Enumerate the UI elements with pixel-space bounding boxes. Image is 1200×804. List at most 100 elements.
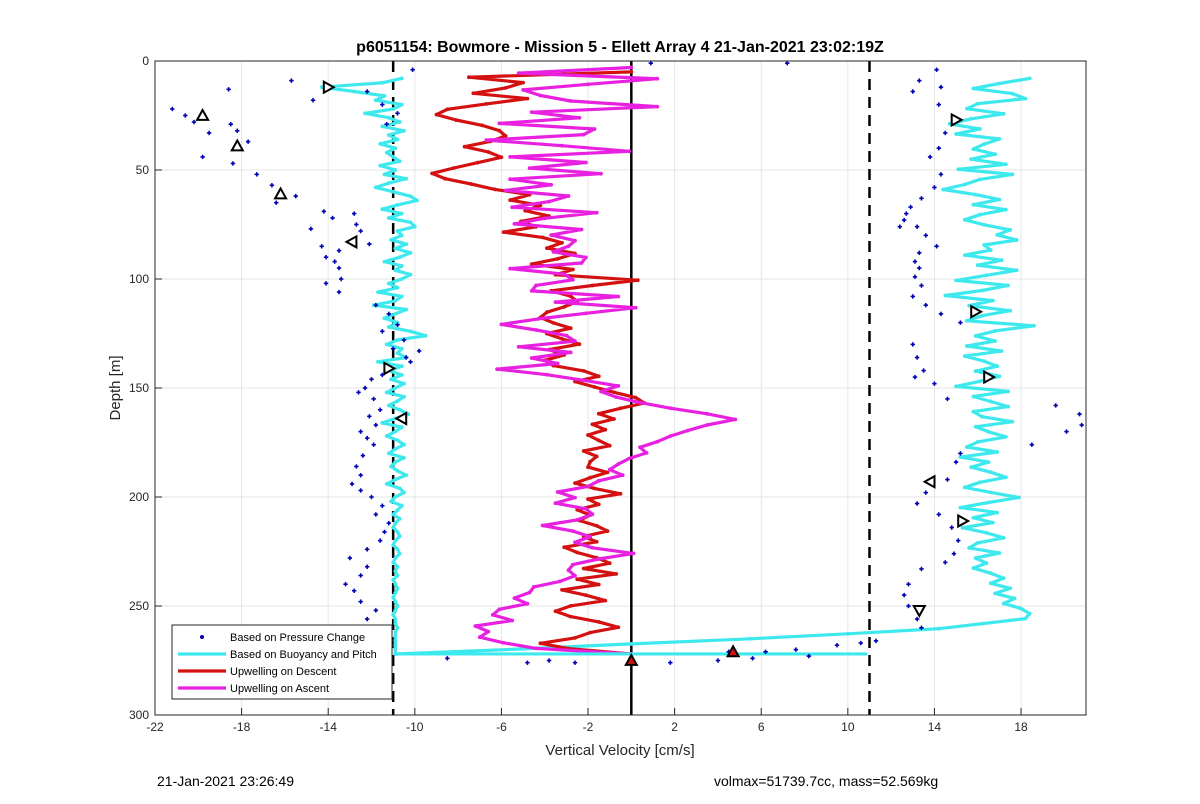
upwelling-on-ascent-vertex [499, 322, 504, 327]
based-on-buoyancy-and-pitch-descent-vertex [395, 547, 400, 552]
based-on-buoyancy-and-pitch-ascent-vertex [1012, 596, 1017, 601]
upwelling-on-descent-vertex [590, 283, 595, 288]
upwelling-on-ascent-vertex [484, 138, 489, 143]
upwelling-on-ascent-vertex [571, 562, 575, 567]
upwelling-on-descent-vertex [618, 406, 623, 411]
upwelling-on-ascent-vertex [510, 205, 515, 210]
pressure-change-point [904, 211, 909, 216]
legend: Based on Pressure Change Based on Buoyanc… [171, 624, 393, 700]
upwelling-on-ascent-vertex [575, 518, 580, 522]
pressure-change-point [170, 106, 175, 112]
based-on-buoyancy-and-pitch-ascent-vertex [982, 142, 987, 147]
upwelling-on-descent-vertex [592, 486, 597, 491]
based-on-buoyancy-and-pitch-ascent-vertex [971, 86, 976, 91]
upwelling-on-ascent-vertex [534, 328, 538, 332]
based-on-buoyancy-and-pitch-descent-vertex [380, 207, 385, 212]
pressure-change-point [546, 658, 552, 663]
upwelling-on-ascent-vertex [590, 512, 595, 517]
y-tick-label: 50 [136, 163, 150, 177]
pressure-change-point [371, 396, 376, 402]
based-on-buoyancy-and-pitch-descent-vertex [378, 163, 383, 168]
pressure-change-point [945, 477, 950, 482]
based-on-buoyancy-and-pitch-descent-vertex [397, 120, 402, 124]
pressure-change-point [319, 244, 324, 249]
based-on-buoyancy-and-pitch-descent-vertex [386, 281, 391, 286]
upwelling-on-ascent-vertex [508, 155, 512, 159]
upwelling-on-ascent-vertex [497, 121, 502, 126]
based-on-buoyancy-and-pitch-descent-vertex [386, 181, 391, 186]
upwelling-on-ascent-vertex [616, 384, 621, 388]
pressure-change-point [226, 87, 231, 92]
pressure-change-point [416, 348, 422, 354]
pressure-change-point [200, 154, 205, 160]
based-on-buoyancy-and-pitch-descent-vertex [404, 473, 409, 478]
upwelling-on-ascent-vertex [590, 545, 595, 550]
upwelling-on-descent-vertex [588, 459, 593, 464]
pressure-change-point [377, 407, 383, 412]
upwelling-on-ascent-vertex [616, 294, 621, 299]
upwelling-on-ascent-vertex [529, 356, 534, 360]
upwelling-on-ascent-vertex [581, 378, 586, 383]
upwelling-on-ascent-vertex [627, 456, 632, 461]
based-on-buoyancy-and-pitch-descent-vertex [404, 307, 409, 312]
upwelling-on-ascent-vertex [573, 573, 577, 578]
based-on-buoyancy-and-pitch-descent-vertex [399, 102, 404, 107]
upwelling-on-descent-vertex [588, 475, 593, 480]
based-on-buoyancy-and-pitch-ascent-vertex [978, 379, 982, 384]
upwelling-on-ascent-vertex [529, 110, 534, 115]
pressure-change-point [358, 429, 363, 434]
pressure-change-point [750, 656, 755, 661]
upwelling-on-descent-vertex [568, 604, 573, 608]
upwelling-on-descent-vertex [577, 342, 582, 347]
based-on-buoyancy-and-pitch-ascent-vertex [1004, 475, 1008, 480]
pressure-change-point [339, 276, 344, 282]
based-on-buoyancy-and-pitch-descent-vertex [395, 438, 400, 443]
based-on-buoyancy-and-pitch-descent-vertex [402, 442, 406, 447]
based-on-buoyancy-and-pitch-descent-vertex [373, 98, 378, 103]
based-on-buoyancy-and-pitch-ascent-vertex [954, 132, 958, 136]
pressure-change-point [364, 435, 370, 441]
pressure-change-point [901, 592, 907, 598]
based-on-buoyancy-and-pitch-ascent-vertex [988, 581, 993, 586]
pressure-change-point [912, 259, 918, 264]
based-on-buoyancy-and-pitch-ascent-vertex [978, 212, 982, 217]
triangle-marker [950, 112, 964, 128]
based-on-buoyancy-and-pitch-descent-vertex [393, 643, 398, 648]
triangle-marker [983, 369, 997, 385]
based-on-buoyancy-and-pitch-descent-vertex [404, 176, 409, 181]
upwelling-on-ascent-vertex [568, 99, 573, 103]
based-on-buoyancy-and-pitch-descent-vertex [391, 512, 396, 517]
upwelling-on-descent-vertex [616, 625, 621, 630]
pressure-change-point [235, 128, 240, 133]
upwelling-on-ascent-vertex [555, 361, 560, 366]
based-on-buoyancy-and-pitch-ascent-vertex [973, 424, 978, 429]
upwelling-on-descent-vertex [607, 561, 612, 566]
based-on-buoyancy-and-pitch-ascent-vertex [971, 394, 976, 399]
pressure-change-point [364, 89, 370, 94]
based-on-buoyancy-and-pitch-descent-vertex [319, 85, 324, 90]
based-on-buoyancy-and-pitch-ascent-vertex [995, 364, 1000, 369]
based-on-buoyancy-and-pitch-ascent-vertex [980, 313, 984, 318]
pressure-change-point [858, 640, 864, 646]
based-on-buoyancy-and-pitch-descent-vertex [389, 499, 393, 504]
pressure-change-point [362, 385, 368, 391]
based-on-buoyancy-and-pitch-descent-vertex [393, 634, 398, 639]
upwelling-on-descent-vertex [529, 262, 534, 266]
upwelling-on-ascent-vertex [629, 65, 634, 70]
upwelling-on-descent-vertex [503, 134, 508, 138]
upwelling-on-descent-vertex [573, 636, 577, 640]
upwelling-on-ascent-vertex [549, 233, 554, 238]
based-on-buoyancy-and-pitch-ascent-vertex [991, 298, 995, 303]
upwelling-on-descent-vertex [451, 166, 456, 170]
upwelling-on-ascent-vertex [512, 596, 517, 600]
upwelling-on-descent-vertex [605, 529, 610, 533]
pressure-change-point [943, 130, 948, 136]
pressure-change-point [395, 111, 400, 116]
based-on-buoyancy-and-pitch-descent-vertex [363, 111, 367, 116]
upwelling-on-descent-vertex [497, 128, 502, 133]
pressure-change-point [932, 185, 937, 190]
based-on-buoyancy-and-pitch-ascent-vertex [958, 455, 963, 459]
pressure-change-point [386, 520, 392, 526]
upwelling-on-ascent-vertex [655, 76, 660, 81]
